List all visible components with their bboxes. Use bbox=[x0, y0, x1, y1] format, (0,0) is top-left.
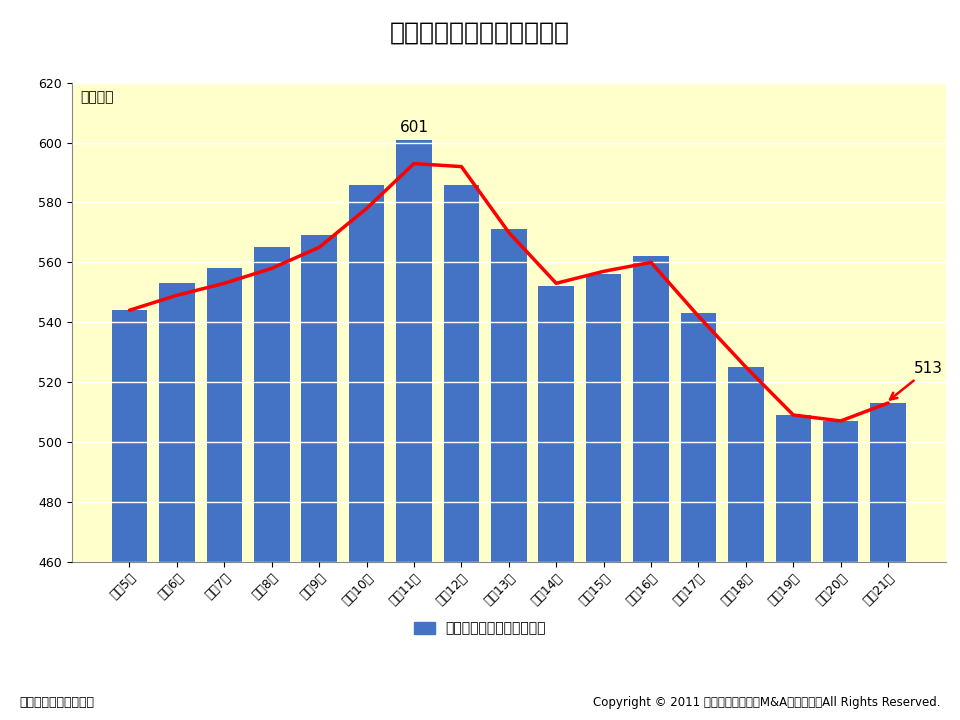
Text: Copyright © 2011 株式会社中小企業M&Aサポート．All Rights Reserved.: Copyright © 2011 株式会社中小企業M&Aサポート．All Rig… bbox=[593, 696, 941, 709]
Bar bbox=[871, 403, 906, 562]
Text: 建設業の許可業者数の推移: 建設業の許可業者数の推移 bbox=[390, 20, 570, 45]
Bar bbox=[728, 367, 763, 562]
Bar bbox=[111, 310, 147, 562]
Bar bbox=[254, 248, 290, 562]
Text: 513: 513 bbox=[890, 361, 943, 400]
Bar bbox=[491, 230, 527, 562]
Bar bbox=[586, 274, 621, 562]
Bar bbox=[159, 283, 195, 562]
Bar bbox=[301, 235, 337, 562]
Bar bbox=[348, 184, 384, 562]
Bar bbox=[206, 269, 242, 562]
Bar bbox=[634, 256, 669, 562]
Bar bbox=[776, 415, 811, 562]
Text: （千人）: （千人） bbox=[81, 90, 114, 104]
Bar bbox=[539, 287, 574, 562]
Legend: 建設業の許可業者数の推移: 建設業の許可業者数の推移 bbox=[408, 616, 552, 641]
Bar bbox=[444, 184, 479, 562]
Bar bbox=[681, 313, 716, 562]
Bar bbox=[823, 421, 858, 562]
Text: 601: 601 bbox=[399, 120, 428, 135]
Text: （資料：国土交通省）: （資料：国土交通省） bbox=[19, 696, 94, 709]
Bar bbox=[396, 140, 432, 562]
